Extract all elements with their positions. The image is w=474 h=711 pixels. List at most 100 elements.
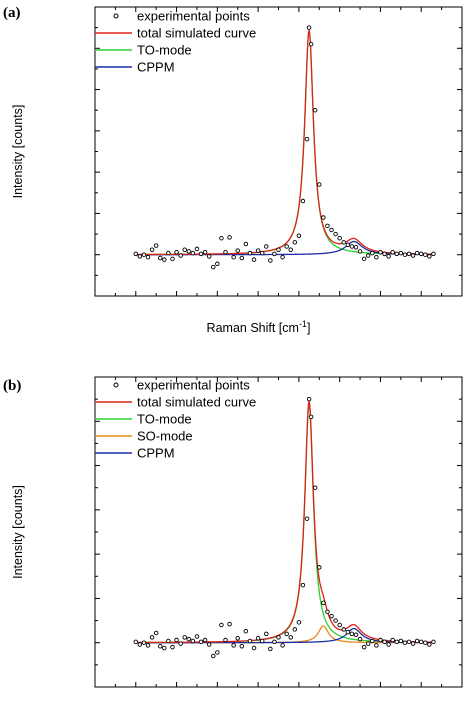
data-point [341, 240, 346, 245]
chart-panel-a: Raman Shift [cm-1] Intensity [counts] (a) e… [3, 5, 463, 335]
data-point [190, 638, 196, 644]
data-point [406, 639, 412, 645]
data-point [312, 107, 318, 113]
legend-label: total simulated curve [137, 395, 256, 410]
data-point [390, 249, 395, 255]
data-point [149, 247, 155, 253]
data-point [370, 250, 375, 256]
data-point [227, 621, 232, 627]
series-line-total-simulated-curve [135, 30, 432, 256]
data-point [251, 257, 257, 262]
data-point [268, 258, 273, 263]
data-point [280, 643, 285, 648]
data-point [243, 241, 249, 247]
data-point [145, 254, 151, 260]
data-point [198, 639, 204, 645]
data-point [235, 248, 240, 253]
data-point [427, 642, 432, 647]
panel-label: (a) [3, 5, 21, 21]
data-point [153, 243, 159, 248]
data-point [361, 256, 367, 262]
data-point [280, 254, 285, 260]
data-point [178, 253, 183, 258]
data-point [398, 250, 404, 256]
series-line-to-mode [135, 30, 432, 256]
data-point [247, 638, 253, 644]
data-point [137, 254, 143, 259]
data-point [423, 640, 428, 645]
data-point [306, 396, 312, 402]
chart-panel-b: Raman Shift [cm-1]Intensity [counts](b)e… [3, 376, 463, 711]
legend-label: TO-mode [137, 43, 192, 58]
data-point [186, 636, 192, 642]
data-point [382, 251, 387, 257]
data-point [333, 231, 338, 237]
legend-label: CPPM [137, 60, 175, 75]
plot-area [133, 396, 436, 659]
data-point [141, 640, 147, 645]
legend-marker [113, 382, 119, 388]
data-point [272, 251, 277, 257]
data-point [306, 25, 312, 30]
data-point [223, 249, 228, 255]
data-point [268, 646, 273, 652]
data-point [211, 264, 216, 270]
data-point [386, 254, 391, 259]
data-point [390, 637, 395, 643]
data-point [255, 636, 261, 641]
data-point [304, 516, 310, 521]
data-point [264, 244, 269, 249]
data-point [296, 620, 302, 625]
data-point [162, 645, 167, 651]
data-point [378, 249, 383, 255]
data-point [349, 244, 355, 249]
data-point [321, 215, 326, 220]
data-point [370, 638, 375, 644]
data-point [361, 644, 367, 650]
data-point [304, 136, 310, 142]
data-point [394, 251, 400, 257]
data-point [410, 641, 416, 646]
data-point [337, 235, 342, 241]
data-point [235, 636, 240, 641]
data-point [402, 640, 408, 645]
data-point [325, 609, 330, 614]
data-point [239, 644, 245, 649]
data-point [341, 627, 346, 632]
data-point [170, 644, 175, 650]
data-point [325, 223, 330, 229]
data-point [243, 628, 249, 634]
data-point [276, 635, 281, 640]
data-point [357, 636, 363, 642]
y-axis-label: Intensity [counts] [11, 105, 25, 199]
data-point [206, 254, 212, 259]
data-point [259, 638, 265, 644]
data-point [288, 635, 293, 640]
data-point [194, 634, 200, 639]
data-point [374, 643, 379, 648]
data-point [170, 256, 175, 262]
data-point [402, 252, 408, 257]
data-point [149, 635, 155, 640]
panel-label: (b) [3, 378, 21, 394]
legend: experimental points total simulated curve… [95, 378, 256, 461]
data-point [239, 255, 245, 261]
data-point [178, 641, 183, 646]
data-point [312, 485, 318, 490]
data-point [431, 251, 436, 257]
x-axis-label-sup: -1 [299, 319, 307, 329]
data-point [211, 653, 216, 659]
data-point [182, 247, 187, 253]
data-point [418, 639, 424, 645]
data-point [251, 645, 257, 651]
data-point [431, 639, 436, 645]
legend-label: total simulated curve [137, 26, 256, 41]
data-point [166, 638, 171, 644]
data-point [418, 251, 424, 257]
data-point [182, 635, 187, 640]
data-point [190, 250, 196, 256]
legend-label: SO-mode [137, 429, 193, 444]
data-point [410, 253, 416, 258]
data-point [231, 643, 236, 648]
